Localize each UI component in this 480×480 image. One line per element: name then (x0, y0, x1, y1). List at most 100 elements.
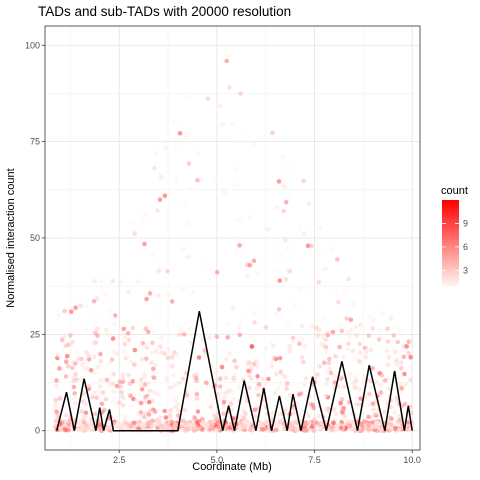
scatter-point (75, 351, 80, 356)
scatter-point (409, 366, 414, 371)
scatter-point (288, 349, 293, 354)
scatter-point (358, 387, 363, 392)
scatter-point (95, 327, 100, 332)
scatter-point (283, 238, 288, 243)
scatter-point (336, 300, 341, 305)
scatter-point (111, 336, 116, 341)
scatter-point (150, 351, 155, 356)
scatter-point (103, 292, 108, 297)
scatter-point (143, 212, 148, 217)
scatter-point (118, 384, 123, 389)
scatter-point (243, 412, 248, 417)
scatter-point (391, 333, 396, 338)
scatter-point (168, 415, 173, 420)
scatter-point (276, 386, 281, 391)
scatter-point (187, 326, 192, 331)
scatter-point (277, 307, 282, 312)
scatter-point (357, 342, 362, 347)
scatter-point (132, 363, 137, 368)
scatter-point (152, 166, 157, 171)
scatter-point (302, 382, 307, 387)
scatter-point (339, 426, 344, 431)
scatter-point (218, 104, 223, 109)
scatter-point (399, 360, 404, 365)
scatter-point (409, 339, 414, 344)
scatter-point (323, 267, 328, 272)
scatter-point (74, 378, 79, 383)
scatter-point (389, 316, 394, 321)
scatter-point (224, 357, 229, 362)
scatter-point (111, 279, 116, 284)
scatter-point (81, 399, 86, 404)
scatter-point (274, 312, 279, 317)
scatter-point (293, 303, 298, 308)
scatter-point (90, 395, 95, 400)
scatter-point (195, 392, 200, 397)
scatter-point (126, 289, 131, 294)
scatter-point (366, 415, 371, 420)
scatter-point (148, 291, 153, 296)
scatter-point (170, 355, 175, 360)
x-tick-label: 7.5 (308, 455, 321, 465)
scatter-point (392, 410, 397, 415)
scatter-point (192, 423, 197, 428)
scatter-point (234, 365, 239, 370)
scatter-point (110, 314, 115, 319)
scatter-point (386, 339, 391, 344)
scatter-point (284, 166, 289, 171)
scatter-point (105, 378, 110, 383)
scatter-point (304, 421, 309, 426)
scatter-point (370, 366, 375, 371)
scatter-point (70, 340, 75, 345)
scatter-point (299, 337, 304, 342)
scatter-point (200, 262, 205, 267)
scatter-point (351, 426, 356, 431)
scatter-point (187, 94, 192, 99)
scatter-point (247, 386, 252, 391)
scatter-point (154, 349, 159, 354)
scatter-point (87, 383, 92, 388)
scatter-point (264, 346, 269, 351)
scatter-point (273, 390, 278, 395)
scatter-point (282, 185, 287, 190)
scatter-point (184, 134, 189, 139)
scatter-point (351, 348, 356, 353)
scatter-point (248, 215, 253, 220)
scatter-point (227, 351, 232, 356)
scatter-point (93, 318, 98, 323)
scatter-point (56, 406, 61, 411)
scatter-point (171, 373, 176, 378)
scatter-point (316, 280, 321, 285)
scatter-point (287, 344, 292, 349)
scatter-point (99, 286, 104, 291)
legend-colorbar (442, 200, 459, 286)
scatter-point (364, 348, 369, 353)
scatter-point (83, 426, 88, 431)
scatter-point (151, 252, 156, 257)
scatter-point (274, 428, 279, 433)
y-axis-title: Normalised interaction count (5, 168, 17, 307)
scatter-point (371, 407, 376, 412)
scatter-point (338, 324, 343, 329)
scatter-point (318, 226, 323, 231)
scatter-point (134, 398, 139, 403)
scatter-point (91, 324, 96, 329)
scatter-point (324, 350, 329, 355)
scatter-point (96, 365, 101, 370)
scatter-point (166, 424, 171, 429)
scatter-point (132, 231, 137, 236)
scatter-point (191, 290, 196, 295)
scatter-point (164, 375, 169, 380)
scatter-point (92, 355, 97, 360)
scatter-point (283, 374, 288, 379)
scatter-point (331, 421, 336, 426)
scatter-point (157, 415, 162, 420)
scatter-point (166, 348, 171, 353)
scatter-point (146, 396, 151, 401)
scatter-point (267, 226, 272, 231)
scatter-point (128, 382, 133, 387)
scatter-point (299, 391, 304, 396)
scatter-point (79, 377, 84, 382)
scatter-point (332, 407, 337, 412)
scatter-point (301, 360, 306, 365)
